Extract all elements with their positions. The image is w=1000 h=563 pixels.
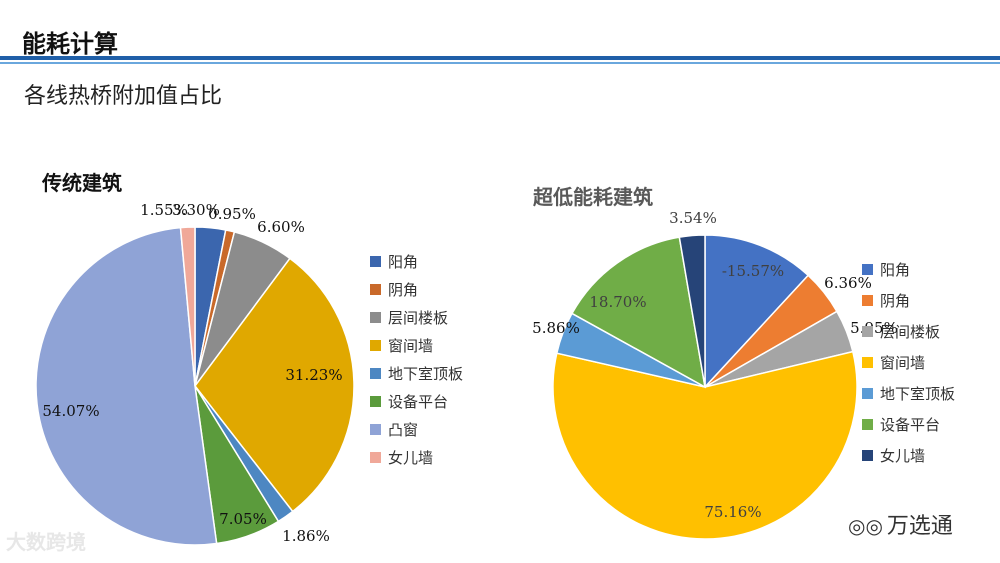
pie-slice-0-3 (194, 257, 355, 513)
legend-swatch-0-5 (370, 396, 381, 407)
title-rule (0, 56, 1000, 60)
legend-label-1-2: 层间楼板 (880, 323, 940, 341)
pie-slice-1-0 (704, 234, 810, 389)
legend-label-0-6: 凸窗 (388, 421, 418, 439)
legend-label-0-2: 层间楼板 (388, 309, 448, 327)
watermark-right: ◎◎ 万选通 (848, 508, 953, 540)
data-label-0-2: 6.60% (257, 218, 305, 236)
legend-label-0-4: 地下室顶板 (388, 365, 463, 383)
data-label-0-1: 0.95% (208, 205, 256, 223)
chart-title-0: 传统建筑 (41, 171, 122, 195)
chart-title-1: 超低能耗建筑 (532, 185, 653, 209)
legend-label-0-1: 阴角 (388, 281, 418, 299)
data-label-1-6: 3.54% (669, 209, 717, 227)
legend-label-1-6: 女儿墙 (880, 447, 925, 465)
legend-label-0-3: 窗间墙 (388, 337, 433, 355)
legend-swatch-1-2 (862, 326, 873, 337)
data-label-0-0: 3.30% (172, 201, 220, 219)
page-title: 能耗计算 (22, 30, 118, 58)
legend-label-1-5: 设备平台 (880, 416, 940, 434)
data-label-0-4: 1.86% (282, 527, 330, 545)
legend-label-1-3: 窗间墙 (880, 354, 925, 372)
legend-label-1-4: 地下室顶板 (880, 385, 955, 403)
watermark-right-text: 万选通 (886, 514, 953, 539)
data-label-0-3: 31.23% (285, 366, 342, 384)
legend-swatch-0-0 (370, 256, 381, 267)
data-label-1-0: -15.57% (722, 262, 784, 280)
legend-swatch-0-2 (370, 312, 381, 323)
data-label-0-7: 1.55% (140, 201, 188, 219)
pie-slice-1-3 (552, 350, 858, 540)
legend-label-1-1: 阴角 (880, 292, 910, 310)
legend-swatch-1-0 (862, 264, 873, 275)
title-rule-light (0, 62, 1000, 64)
legend-swatch-1-5 (862, 419, 873, 430)
legend-label-0-7: 女儿墙 (388, 449, 433, 467)
legend-swatch-1-6 (862, 450, 873, 461)
data-label-0-6: 54.07% (42, 402, 99, 420)
legend-label-1-0: 阳角 (880, 261, 910, 279)
pie-slice-0-6 (35, 226, 218, 546)
page-subtitle: 各线热桥附加值占比 (24, 84, 223, 109)
legend-swatch-1-4 (862, 388, 873, 399)
legend-label-0-0: 阳角 (388, 253, 418, 271)
legend-swatch-0-3 (370, 340, 381, 351)
data-label-1-4: 5.86% (532, 319, 580, 337)
watermark-left: 大数跨境 (6, 530, 86, 554)
legend-swatch-0-1 (370, 284, 381, 295)
pie-slice-1-6 (678, 234, 706, 388)
legend-swatch-0-7 (370, 452, 381, 463)
wechat-icon: ◎◎ (848, 514, 883, 538)
legend-label-0-5: 设备平台 (388, 393, 448, 411)
pie-slice-1-5 (570, 236, 707, 389)
pie-slice-0-7 (179, 226, 196, 387)
data-label-1-1: 6.36% (824, 274, 872, 292)
data-label-1-3: 75.16% (704, 503, 761, 521)
data-label-0-5: 7.05% (219, 510, 267, 528)
legend-swatch-1-1 (862, 295, 873, 306)
legend-swatch-1-3 (862, 357, 873, 368)
legend-swatch-0-6 (370, 424, 381, 435)
data-label-1-5: 18.70% (589, 293, 646, 311)
legend-swatch-0-4 (370, 368, 381, 379)
